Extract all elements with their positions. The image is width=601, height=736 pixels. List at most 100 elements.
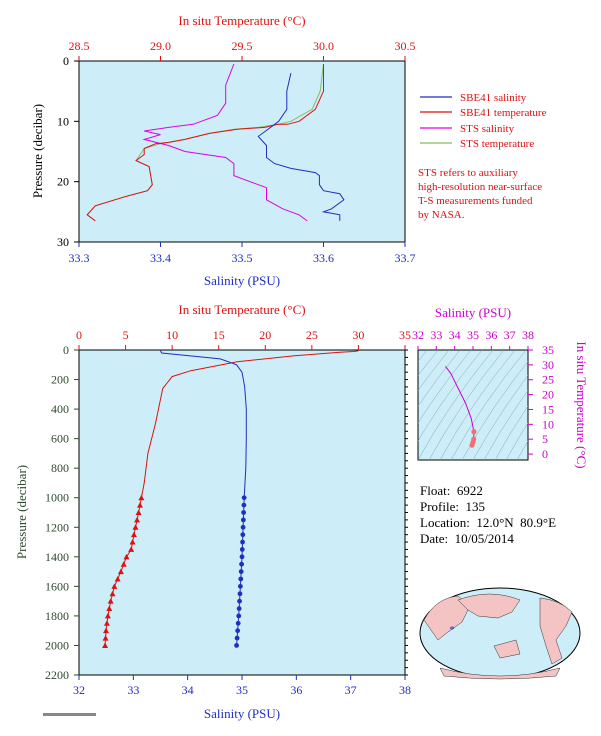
map-land-antarctica — [439, 667, 561, 680]
sts-note-line: high-resolution near-surface — [418, 181, 542, 193]
temperature-marker — [134, 516, 141, 523]
salinity-marker — [239, 561, 244, 567]
bottom-temp-tick-label: 30 — [352, 328, 364, 342]
density-contour — [418, 350, 439, 376]
legend-sts-temperature: STS temperature — [460, 138, 534, 150]
bottom-sal-tick-label: 33 — [127, 683, 139, 697]
top-sal-tick-label: 33.7 — [395, 251, 416, 265]
bottom-sal-tick-label: 38 — [399, 683, 411, 697]
temperature-marker — [107, 598, 114, 604]
bottom-axes: 0 5 10 15 20 25 30 35 32 33 34 35 36 37 38 0 200 400 600 80… — [45, 328, 411, 697]
ts-temp-tick-label: 25 — [542, 373, 554, 387]
top-pressure-tick-label: 30 — [57, 235, 69, 249]
temperature-marker — [135, 509, 142, 515]
legend-sbe41-salinity: SBE41 salinity — [460, 92, 527, 104]
salinity-marker — [235, 628, 241, 634]
bottom-pressure-tick-label: 2200 — [45, 668, 69, 682]
top-sal-tick-label: 33.5 — [232, 251, 253, 265]
float-id: Float: 6922 — [420, 483, 483, 498]
salinity-marker — [234, 635, 240, 641]
sbe41-temperature-line — [86, 64, 324, 222]
salinity-marker — [238, 569, 244, 574]
bottom-temp-tick-label: 20 — [259, 328, 271, 342]
top-sal-axis-label: Salinity (PSU) — [204, 273, 280, 288]
top-pressure-tick-label: 10 — [57, 114, 69, 128]
bottom-sal-tick-label: 35 — [236, 683, 248, 697]
density-contour — [505, 422, 528, 460]
ts-chart: Salinity (PSU) In situ Temperature (°C) … — [412, 305, 589, 469]
bottom-pressure-tick-label: 1600 — [45, 579, 69, 593]
bottom-pressure-tick-label: 1800 — [45, 609, 69, 623]
bottom-chart: In situ Temperature (°C) Salinity (PSU) … — [14, 302, 411, 721]
top-temp-tick-label: 28.5 — [69, 39, 90, 53]
salinity-marker — [241, 502, 247, 508]
top-series — [86, 63, 345, 222]
bottom-sal-tick-label: 32 — [73, 683, 85, 697]
density-contour — [527, 459, 528, 460]
density-contour — [418, 350, 483, 442]
density-contour — [472, 375, 528, 460]
bottom-pressure-axis-label: Pressure (decibar) — [14, 465, 29, 559]
sbe41-salinity-line — [257, 72, 345, 221]
density-contour — [418, 350, 461, 407]
sts-note-line: T-S measurements funded — [418, 195, 533, 207]
bottom-sal-tick-label: 34 — [182, 683, 194, 697]
density-contour — [439, 350, 516, 460]
ts-sal-axis-label: Salinity (PSU) — [435, 305, 511, 320]
top-temp-tick-label: 30.5 — [395, 39, 416, 53]
map-land-americas — [539, 597, 573, 665]
temperature-marker — [123, 553, 130, 560]
ts-temp-tick-label: 35 — [542, 343, 554, 357]
density-contour — [428, 350, 505, 460]
salinity-marker — [240, 524, 246, 530]
top-sal-tick-label: 33.4 — [150, 251, 171, 265]
density-contour — [418, 350, 472, 424]
density-contour — [418, 350, 450, 391]
top-chart: In situ Temperature (°C) Salinity (PSU) … — [30, 13, 416, 288]
float-location-marker: * — [449, 624, 455, 636]
ts-temp-tick-label: 30 — [542, 358, 554, 372]
salinity-marker — [240, 532, 246, 538]
salinity-marker — [240, 539, 245, 545]
density-contour — [494, 405, 528, 460]
map-land-asia — [457, 593, 521, 619]
temperature-marker — [117, 568, 124, 575]
salinity-marker — [236, 606, 242, 611]
bottom-temp-tick-label: 10 — [166, 328, 178, 342]
salinity-marker — [239, 554, 245, 560]
ts-sal-tick-label: 36 — [485, 328, 497, 342]
bottom-temp-tick-label: 15 — [213, 328, 225, 342]
salinity-marker — [239, 547, 245, 552]
top-pressure-tick-label: 20 — [57, 175, 69, 189]
temperature-marker — [129, 539, 136, 545]
bottom-pressure-tick-label: 1200 — [45, 520, 69, 534]
bottom-sal-tick-label: 37 — [345, 683, 357, 697]
bottom-sal-tick-label: 36 — [290, 683, 302, 697]
temperature-marker — [104, 612, 111, 619]
temperature-marker — [106, 605, 113, 612]
bottom-pressure-tick-label: 800 — [51, 461, 69, 475]
top-temp-tick-label: 29.0 — [150, 39, 171, 53]
bottom-temp-tick-label: 35 — [399, 328, 411, 342]
top-temp-axis-label: In situ Temperature (°C) — [178, 13, 305, 28]
salinity-marker — [234, 643, 239, 648]
density-contour — [450, 350, 527, 460]
bottom-pressure-tick-label: 600 — [51, 432, 69, 446]
top-sal-tick-label: 33.6 — [313, 251, 334, 265]
ts-temp-tick-label: 5 — [542, 432, 548, 446]
ts-temp-tick-label: 20 — [542, 388, 554, 402]
map-land-australia — [493, 639, 521, 659]
top-plot-area — [78, 60, 406, 243]
footer-identifier — [43, 713, 96, 716]
bottom-pressure-tick-label: 200 — [51, 373, 69, 387]
temperature-marker — [102, 642, 109, 648]
salinity-marker — [241, 495, 247, 501]
ts-density-contours — [418, 350, 528, 460]
salinity-marker — [236, 613, 242, 619]
ts-temp-axis-label: In situ Temperature (°C) — [574, 341, 589, 468]
ts-temp-tick-label: 10 — [542, 417, 554, 431]
float-info: Float: 6922 Profile: 135 Location: 12.0°… — [420, 483, 556, 547]
world-map: * — [419, 587, 581, 680]
